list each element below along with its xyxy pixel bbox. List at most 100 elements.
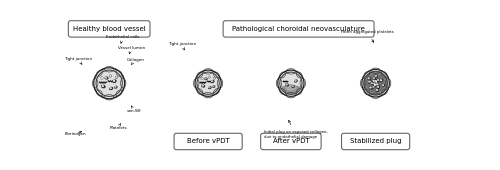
- Circle shape: [280, 72, 302, 94]
- Ellipse shape: [372, 87, 375, 88]
- Text: Tight junction: Tight junction: [64, 57, 92, 64]
- Circle shape: [365, 73, 386, 94]
- Ellipse shape: [372, 80, 376, 82]
- Ellipse shape: [374, 83, 376, 85]
- Ellipse shape: [368, 78, 369, 79]
- Ellipse shape: [370, 87, 371, 88]
- Ellipse shape: [376, 89, 378, 91]
- Ellipse shape: [209, 87, 210, 88]
- Circle shape: [195, 70, 221, 96]
- Wedge shape: [286, 84, 296, 90]
- Text: Fibrin aggregated platelets: Fibrin aggregated platelets: [341, 30, 394, 42]
- Ellipse shape: [300, 79, 306, 88]
- Ellipse shape: [378, 86, 380, 88]
- Circle shape: [278, 70, 304, 96]
- Ellipse shape: [377, 84, 378, 85]
- Circle shape: [364, 72, 388, 95]
- Ellipse shape: [204, 69, 212, 74]
- Ellipse shape: [286, 84, 288, 86]
- Circle shape: [197, 72, 220, 94]
- Circle shape: [278, 71, 303, 96]
- Ellipse shape: [292, 86, 294, 87]
- Ellipse shape: [296, 89, 302, 95]
- Ellipse shape: [294, 80, 297, 82]
- Ellipse shape: [96, 71, 102, 76]
- Text: Pathological choroidal neovasculature: Pathological choroidal neovasculature: [232, 26, 365, 32]
- FancyBboxPatch shape: [223, 21, 374, 37]
- Ellipse shape: [372, 82, 373, 85]
- Circle shape: [364, 72, 387, 95]
- Ellipse shape: [369, 80, 371, 83]
- Ellipse shape: [369, 81, 370, 82]
- Ellipse shape: [92, 79, 98, 88]
- Ellipse shape: [197, 89, 203, 95]
- Ellipse shape: [360, 79, 366, 88]
- Ellipse shape: [197, 72, 203, 78]
- Ellipse shape: [378, 79, 380, 81]
- Text: Tight junction: Tight junction: [168, 42, 196, 50]
- Ellipse shape: [114, 86, 117, 88]
- Ellipse shape: [104, 95, 114, 100]
- Circle shape: [96, 70, 122, 96]
- Ellipse shape: [110, 88, 112, 89]
- Ellipse shape: [376, 83, 378, 84]
- Ellipse shape: [292, 86, 293, 87]
- Text: Endothelial cells: Endothelial cells: [106, 35, 140, 43]
- FancyBboxPatch shape: [174, 133, 242, 150]
- Ellipse shape: [296, 72, 302, 78]
- Ellipse shape: [376, 80, 378, 83]
- Circle shape: [116, 77, 117, 78]
- Ellipse shape: [280, 72, 285, 78]
- Wedge shape: [282, 85, 300, 94]
- Text: After vPDT: After vPDT: [272, 139, 310, 144]
- FancyBboxPatch shape: [342, 133, 409, 150]
- Ellipse shape: [376, 75, 377, 77]
- Text: Initial plug on exposed collagen,
due to endothelial damage: Initial plug on exposed collagen, due to…: [264, 120, 328, 139]
- Ellipse shape: [382, 89, 388, 95]
- Ellipse shape: [374, 78, 375, 79]
- Ellipse shape: [286, 69, 296, 74]
- Circle shape: [362, 70, 390, 97]
- FancyBboxPatch shape: [68, 21, 150, 37]
- Circle shape: [96, 70, 122, 96]
- Text: Before vPDT: Before vPDT: [187, 139, 230, 144]
- Ellipse shape: [371, 68, 380, 73]
- Ellipse shape: [208, 87, 211, 89]
- Ellipse shape: [280, 89, 285, 95]
- Ellipse shape: [204, 92, 212, 98]
- Ellipse shape: [218, 79, 222, 88]
- Circle shape: [280, 72, 302, 94]
- Circle shape: [208, 76, 210, 78]
- Circle shape: [214, 78, 215, 79]
- Ellipse shape: [120, 79, 126, 88]
- Circle shape: [94, 68, 124, 99]
- Ellipse shape: [374, 84, 377, 86]
- Text: Vessel lumen: Vessel lumen: [118, 46, 145, 54]
- Ellipse shape: [96, 90, 102, 96]
- Text: Collagen: Collagen: [126, 58, 144, 65]
- Ellipse shape: [104, 67, 114, 72]
- Circle shape: [197, 72, 219, 94]
- Ellipse shape: [113, 80, 116, 82]
- Ellipse shape: [371, 93, 380, 98]
- Ellipse shape: [212, 81, 214, 83]
- Text: von-Wf: von-Wf: [126, 106, 141, 113]
- Ellipse shape: [102, 85, 105, 88]
- Ellipse shape: [377, 83, 379, 86]
- Ellipse shape: [368, 78, 370, 80]
- Ellipse shape: [364, 89, 370, 95]
- Ellipse shape: [214, 89, 220, 95]
- Ellipse shape: [382, 84, 384, 86]
- Ellipse shape: [382, 72, 388, 78]
- Ellipse shape: [202, 85, 204, 87]
- Ellipse shape: [212, 86, 214, 87]
- Circle shape: [196, 71, 221, 96]
- Ellipse shape: [370, 87, 372, 89]
- Ellipse shape: [194, 79, 199, 88]
- Text: Healthy blood vessel: Healthy blood vessel: [73, 26, 146, 32]
- Ellipse shape: [106, 77, 108, 79]
- Ellipse shape: [214, 72, 220, 78]
- Ellipse shape: [364, 72, 370, 78]
- Circle shape: [101, 77, 102, 79]
- Text: Stabilized plug: Stabilized plug: [350, 139, 402, 144]
